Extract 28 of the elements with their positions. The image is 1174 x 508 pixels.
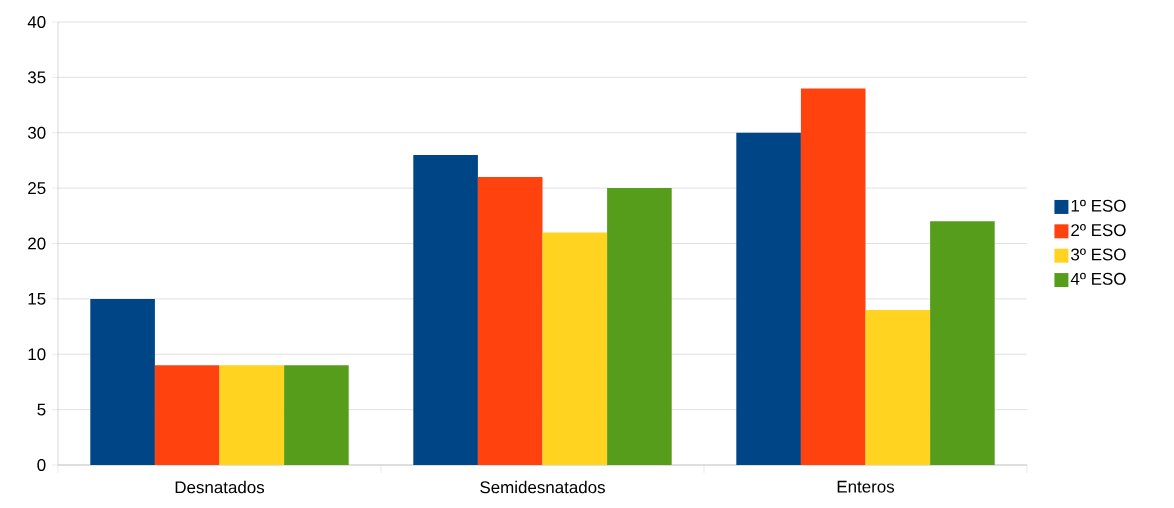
bar [413, 154, 478, 465]
y-tick-label: 25 [28, 182, 46, 195]
bar [607, 188, 672, 465]
bar [736, 132, 801, 465]
legend-label: 1º ESO [1071, 199, 1126, 212]
x-tick-label: Enteros [837, 480, 895, 493]
y-tick-label: 20 [28, 237, 46, 250]
bar [800, 88, 866, 465]
bar [865, 309, 931, 465]
y-tick-label: 35 [27, 71, 46, 84]
y-tick-label: 40 [27, 16, 46, 28]
y-tick-label: 5 [37, 403, 46, 416]
y-tick-label: 10 [28, 348, 46, 361]
bar [154, 365, 220, 465]
bar [284, 365, 349, 465]
x-tick-label: Semidesnatados [480, 480, 605, 494]
x-tick-label: Desnatados [175, 480, 265, 494]
bar [930, 221, 995, 465]
legend-label: 4º ESO [1070, 272, 1126, 285]
bar [542, 232, 608, 465]
legend-label: 2º ESO [1071, 224, 1126, 237]
bar [477, 177, 543, 465]
bar [219, 365, 285, 465]
legend-label: 3º ESO [1071, 248, 1126, 261]
y-tick-label: 15 [28, 292, 46, 305]
bar [90, 298, 155, 465]
y-tick-label: 30 [27, 126, 46, 139]
y-tick-label: 0 [37, 459, 46, 471]
